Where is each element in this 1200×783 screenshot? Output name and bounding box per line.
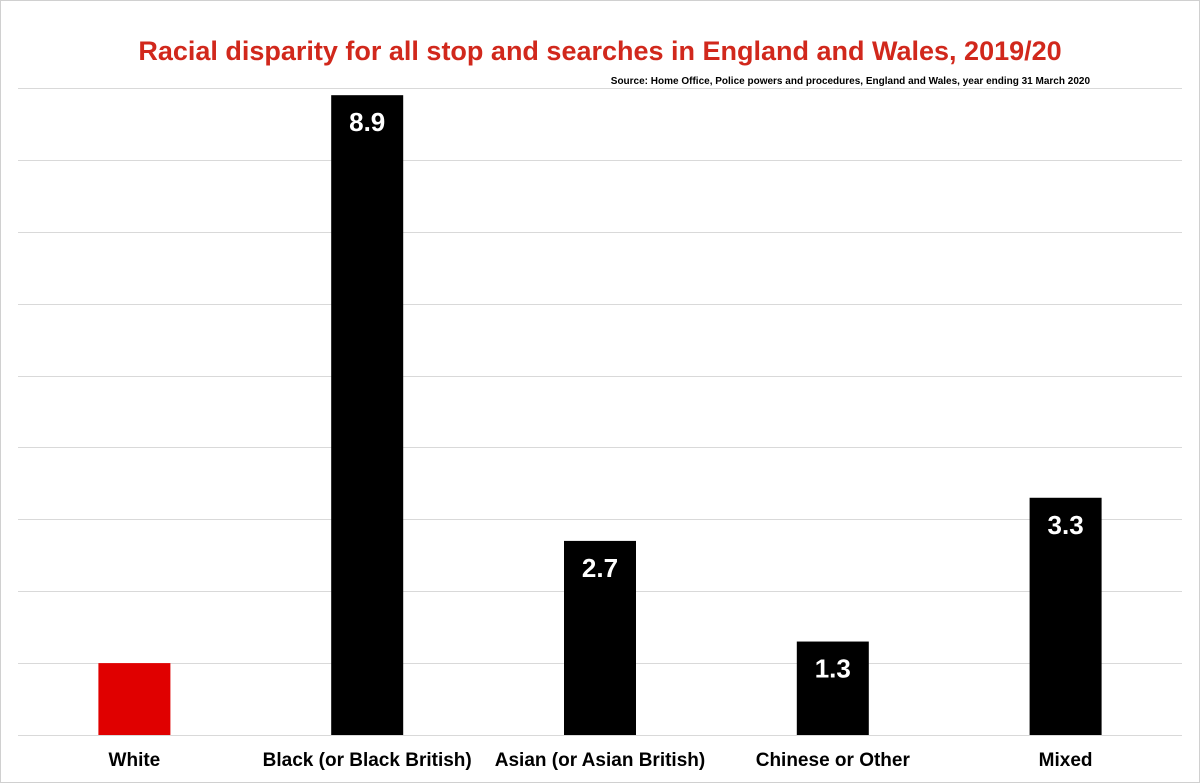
data-label: 3.3 <box>1048 510 1084 540</box>
bar <box>796 641 869 735</box>
data-labels: 8.9 2.7 1.3 3.3 <box>349 107 1084 683</box>
bar <box>331 95 404 735</box>
category-label: Mixed <box>1039 750 1093 771</box>
category-label: Black (or Black British) <box>263 750 472 771</box>
chart-source: Source: Home Office, Police powers and p… <box>611 76 1091 87</box>
data-label: 2.7 <box>582 553 618 583</box>
bars <box>98 95 1102 735</box>
category-label: Asian (or Asian British) <box>495 750 705 771</box>
bar <box>1029 497 1102 735</box>
bar <box>98 663 171 735</box>
category-label: White <box>109 750 161 771</box>
data-label: 8.9 <box>349 107 385 137</box>
gridlines <box>18 88 1182 736</box>
chart-title: Racial disparity for all stop and search… <box>138 36 1061 66</box>
category-label: Chinese or Other <box>756 750 911 771</box>
data-label: 1.3 <box>815 654 851 684</box>
bar <box>564 540 636 735</box>
category-labels: White Black (or Black British) Asian (or A… <box>109 750 1093 771</box>
